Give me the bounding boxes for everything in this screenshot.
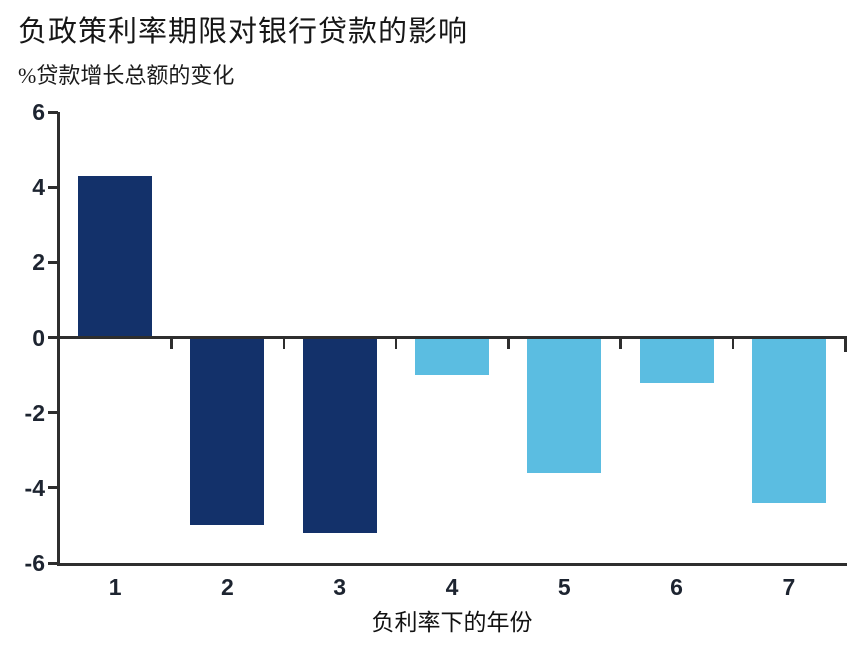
chart-subtitle: %贷款增长总额的变化 [18,63,235,88]
zero-line-tick [619,339,622,349]
zero-line-tick [282,339,286,349]
x-tick-label: 5 [557,574,571,600]
zero-line [57,336,847,339]
bar-year-3 [302,339,377,533]
y-axis-line [57,112,60,566]
bar-year-1 [78,175,153,338]
y-tick-label: 0 [32,324,45,351]
zero-line-tick [731,339,735,349]
y-tick [48,260,58,264]
y-tick [48,110,58,114]
x-tick-label: 7 [782,574,796,600]
y-tick-label: 4 [32,174,45,201]
bar-year-4 [415,339,489,376]
zero-line-end-tick [844,339,847,352]
y-tick [48,185,58,189]
y-tick-label: 6 [32,99,45,125]
x-tick-label: 4 [445,574,459,600]
y-tick-label: -6 [24,550,45,576]
y-tick-label: -4 [24,474,45,501]
y-tick-label: 2 [32,249,45,276]
x-tick-label: 1 [108,574,122,600]
x-tick-label: 6 [670,574,683,600]
y-tick [48,561,58,565]
y-tick [48,411,58,415]
x-tick-label: 2 [221,574,234,600]
zero-line-tick [170,339,173,349]
chart-title: 负政策利率期限对银行贷款的影响 [18,16,469,48]
zero-line-tick [394,339,398,349]
x-axis-title: 负利率下的年份 [371,610,533,635]
y-tick-label: -2 [24,399,45,426]
y-tick [48,486,58,490]
bottom-axis-line [57,563,847,566]
bar-year-6 [639,339,714,383]
bar-year-2 [190,339,265,526]
bar-year-5 [527,339,602,473]
bar-year-7 [751,339,826,503]
x-tick-label: 3 [333,574,347,600]
zero-line-tick [507,339,510,349]
y-tick [48,336,58,339]
